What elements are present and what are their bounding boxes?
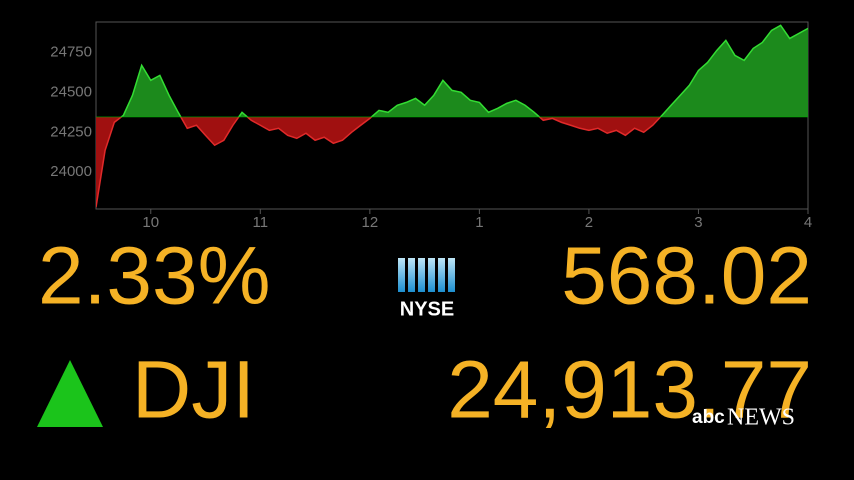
x-tick-label: 2 bbox=[585, 214, 593, 231]
area-above bbox=[96, 25, 808, 117]
line-below bbox=[96, 116, 662, 208]
x-tick-label: 4 bbox=[804, 214, 812, 231]
y-tick-label: 24750 bbox=[50, 43, 92, 60]
x-tick-label: 11 bbox=[253, 214, 269, 231]
brand-name: NEWS bbox=[727, 405, 795, 431]
area-below bbox=[96, 116, 661, 208]
y-tick-label: 24250 bbox=[50, 123, 92, 140]
x-tick-label: 3 bbox=[694, 214, 702, 231]
nyse-logo: NYSE bbox=[398, 258, 455, 320]
change-points: 568.02 bbox=[561, 231, 812, 322]
exchange: NYSE bbox=[400, 298, 454, 320]
up-arrow bbox=[37, 360, 103, 427]
price: 24,913.77 bbox=[447, 345, 812, 436]
change-pct: 2.33% bbox=[38, 231, 271, 322]
brand-logo: abc bbox=[692, 407, 725, 428]
x-tick-label: 1 bbox=[475, 214, 483, 231]
y-tick-label: 24500 bbox=[50, 83, 92, 100]
x-tick-label: 10 bbox=[142, 214, 159, 231]
symbol: DJI bbox=[132, 345, 255, 436]
y-tick-label: 24000 bbox=[50, 163, 92, 180]
line-above bbox=[120, 24, 808, 117]
x-tick-label: 12 bbox=[362, 214, 379, 231]
